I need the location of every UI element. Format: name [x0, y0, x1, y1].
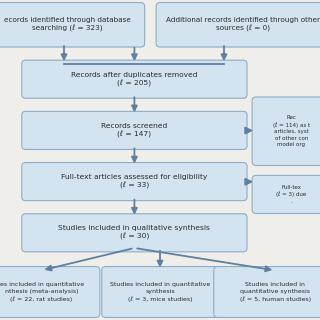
Text: ecords identified through database
searching (ℓ = 323): ecords identified through database searc…: [4, 17, 131, 32]
FancyBboxPatch shape: [214, 267, 320, 317]
FancyBboxPatch shape: [156, 3, 320, 47]
Text: es included in quantitative
nthesis (meta-analysis)
(ℓ = 22, rat studies): es included in quantitative nthesis (met…: [0, 283, 84, 301]
Text: Full-tex
(ℓ = 3) due
.: Full-tex (ℓ = 3) due .: [276, 185, 306, 204]
FancyBboxPatch shape: [0, 267, 100, 317]
FancyBboxPatch shape: [0, 3, 145, 47]
FancyBboxPatch shape: [102, 267, 218, 317]
Text: Additional records identified through other
sources (ℓ = 0): Additional records identified through ot…: [166, 17, 320, 32]
Text: Studies included in qualitative synthesis
(ℓ = 30): Studies included in qualitative synthesi…: [59, 225, 210, 240]
Text: Records screened
(ℓ = 147): Records screened (ℓ = 147): [101, 123, 168, 138]
Text: Full-text articles assessed for eligibility
(ℓ = 33): Full-text articles assessed for eligibil…: [61, 174, 208, 189]
FancyBboxPatch shape: [252, 97, 320, 165]
Text: Studies included in
quantitative synthesis
(ℓ = 5, human studies): Studies included in quantitative synthes…: [240, 283, 311, 301]
FancyBboxPatch shape: [22, 111, 247, 149]
FancyBboxPatch shape: [252, 175, 320, 213]
FancyBboxPatch shape: [22, 214, 247, 252]
Text: Studies included in quantitative
synthesis
(ℓ = 3, mice studies): Studies included in quantitative synthes…: [110, 283, 210, 301]
FancyBboxPatch shape: [22, 163, 247, 201]
FancyBboxPatch shape: [22, 60, 247, 98]
Text: Rec
(ℓ = 114) as t
articles, syst
of other con
model org: Rec (ℓ = 114) as t articles, syst of oth…: [273, 115, 310, 147]
Text: Records after duplicates removed
(ℓ = 205): Records after duplicates removed (ℓ = 20…: [71, 72, 198, 87]
